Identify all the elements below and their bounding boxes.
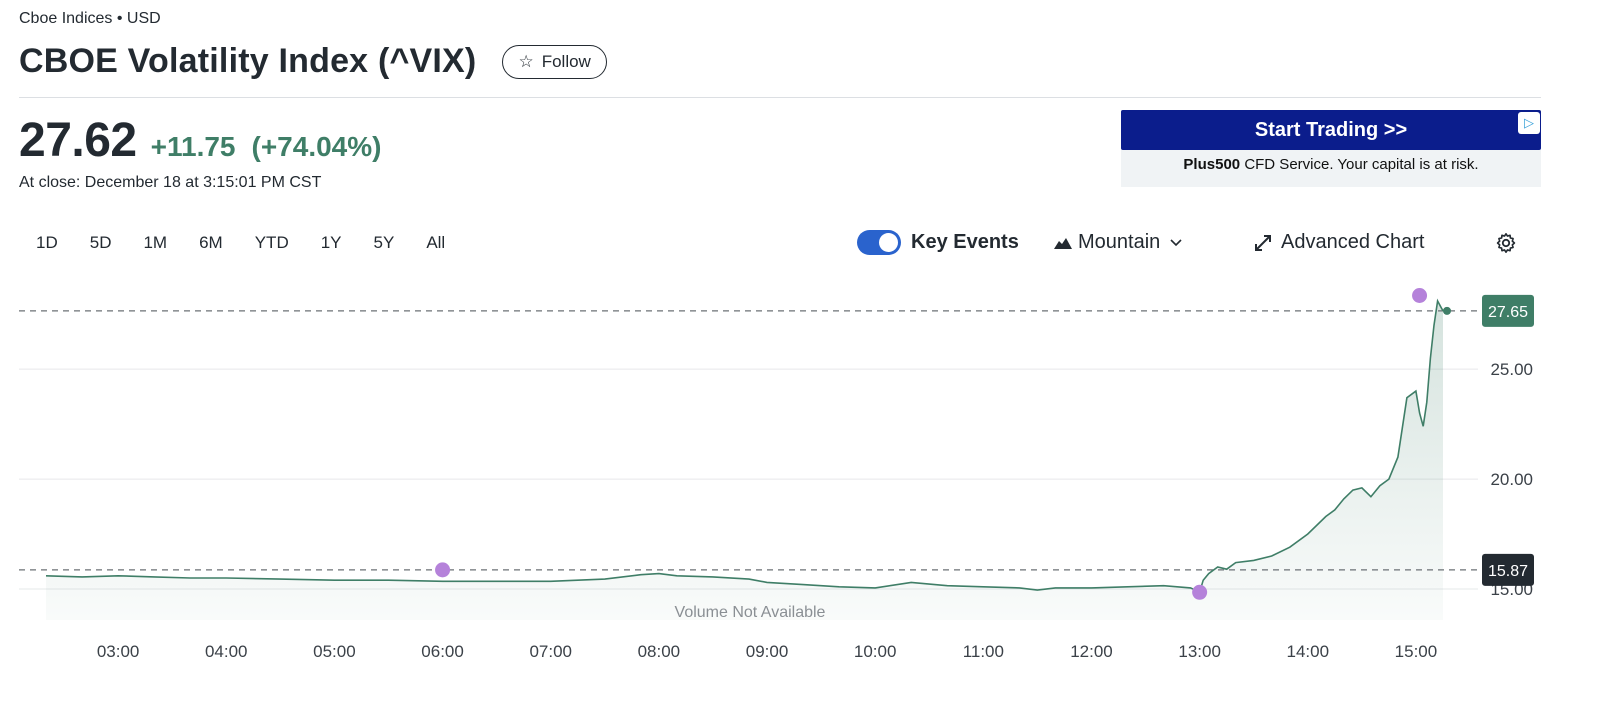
chart-type-dropdown[interactable]: Mountain: [1054, 231, 1182, 254]
key-events-label[interactable]: Key Events: [911, 231, 1019, 253]
follow-label: Follow: [541, 51, 591, 71]
range-tab-all[interactable]: All: [426, 233, 446, 252]
toggle-knob: [879, 233, 898, 252]
ad-banner[interactable]: Start Trading >> ▷ Plus500 CFD Service. …: [1121, 110, 1541, 187]
key-event-marker-1[interactable]: [1192, 584, 1208, 600]
divider: [19, 97, 1541, 98]
chart-controls: Key Events Mountain Advanced Chart: [0, 226, 1600, 260]
expand-icon: [1255, 234, 1271, 251]
x-tick-label-10: 13:00: [1178, 642, 1221, 661]
range-tab-1y[interactable]: 1Y: [320, 233, 342, 252]
last-point-marker: [1442, 306, 1451, 315]
volume-note: Volume Not Available: [675, 604, 826, 621]
grid-lines: [19, 368, 1478, 590]
ad-disclaimer: CFD Service. Your capital is at risk.: [1244, 156, 1479, 173]
x-tick-label-2: 05:00: [313, 642, 356, 661]
star-icon: ☆: [518, 51, 534, 71]
exchange-line: Cboe Indices • USD: [19, 10, 161, 27]
x-tick-label-4: 07:00: [529, 642, 572, 661]
price-change-percent: (+74.04%): [251, 131, 382, 162]
price-tag-label-0: 27.65: [1488, 304, 1528, 321]
advanced-chart-button[interactable]: Advanced Chart: [1254, 231, 1424, 254]
x-tick-label-5: 08:00: [638, 642, 681, 661]
price-tag-bg-0: [1482, 294, 1534, 327]
price-tags: 27.65 15.87: [1482, 294, 1534, 586]
key-event-marker-2[interactable]: [1412, 287, 1428, 303]
chart-type-label: Mountain: [1078, 231, 1161, 253]
key-event-marker-0[interactable]: [435, 562, 451, 578]
title-row: CBOE Volatility Index (^VIX) ☆ Follow: [19, 42, 607, 81]
ad-cta-button[interactable]: Start Trading >>: [1121, 110, 1541, 150]
x-tick-label-11: 14:00: [1287, 642, 1330, 661]
price-tag-label-1: 15.87: [1488, 563, 1528, 580]
x-axis-ticks: 03:00 04:00 05:00 06:00 07:00 08:00 09:00 10:00…: [97, 642, 1437, 661]
range-tab-5y[interactable]: 5Y: [373, 233, 395, 252]
price-tag-bg-1: [1482, 553, 1534, 586]
x-tick-label-0: 03:00: [97, 642, 140, 661]
page-title: CBOE Volatility Index (^VIX): [19, 42, 477, 80]
x-tick-label-1: 04:00: [205, 642, 248, 661]
range-tab-1d[interactable]: 1D: [36, 233, 58, 252]
range-tabs: 1D 5D 1M 6M YTD 1Y 5Y All: [20, 229, 461, 257]
x-tick-label-12: 15:00: [1395, 642, 1438, 661]
range-tab-ytd[interactable]: YTD: [254, 233, 289, 252]
follow-button[interactable]: ☆ Follow: [502, 44, 607, 79]
x-tick-label-9: 12:00: [1070, 642, 1113, 661]
ad-brand: Plus500: [1183, 156, 1241, 173]
key-events[interactable]: [435, 287, 1428, 600]
chevron-down-icon: [1170, 238, 1182, 246]
x-tick-label-6: 09:00: [746, 642, 789, 661]
gear-icon[interactable]: [1495, 232, 1517, 254]
price-line: [45, 298, 1444, 594]
price-change: +11.75: [150, 131, 236, 162]
x-tick-label-3: 06:00: [421, 642, 464, 661]
range-tab-6m[interactable]: 6M: [199, 233, 223, 252]
mountain-icon: [1054, 237, 1072, 249]
ad-choices-icon[interactable]: ▷: [1518, 112, 1540, 134]
range-tab-1m[interactable]: 1M: [143, 233, 168, 252]
y-tick-label-1: 20.00: [1490, 470, 1533, 489]
reference-lines: [19, 306, 1478, 571]
x-tick-label-8: 11:00: [963, 642, 1004, 661]
close-time: At close: December 18 at 3:15:01 PM CST: [19, 174, 322, 191]
x-tick-label-7: 10:00: [854, 642, 897, 661]
ad-text: Plus500 CFD Service. Your capital is at …: [1121, 156, 1541, 173]
price: 27.62: [19, 114, 137, 167]
advanced-chart-label: Advanced Chart: [1281, 231, 1425, 253]
key-events-toggle[interactable]: [857, 230, 901, 255]
range-tab-5d[interactable]: 5D: [89, 233, 112, 252]
area-fill: [46, 301, 1443, 620]
y-tick-label-2: 25.00: [1490, 360, 1533, 379]
quote-row: 27.62 +11.75 (+74.04%): [19, 113, 381, 168]
